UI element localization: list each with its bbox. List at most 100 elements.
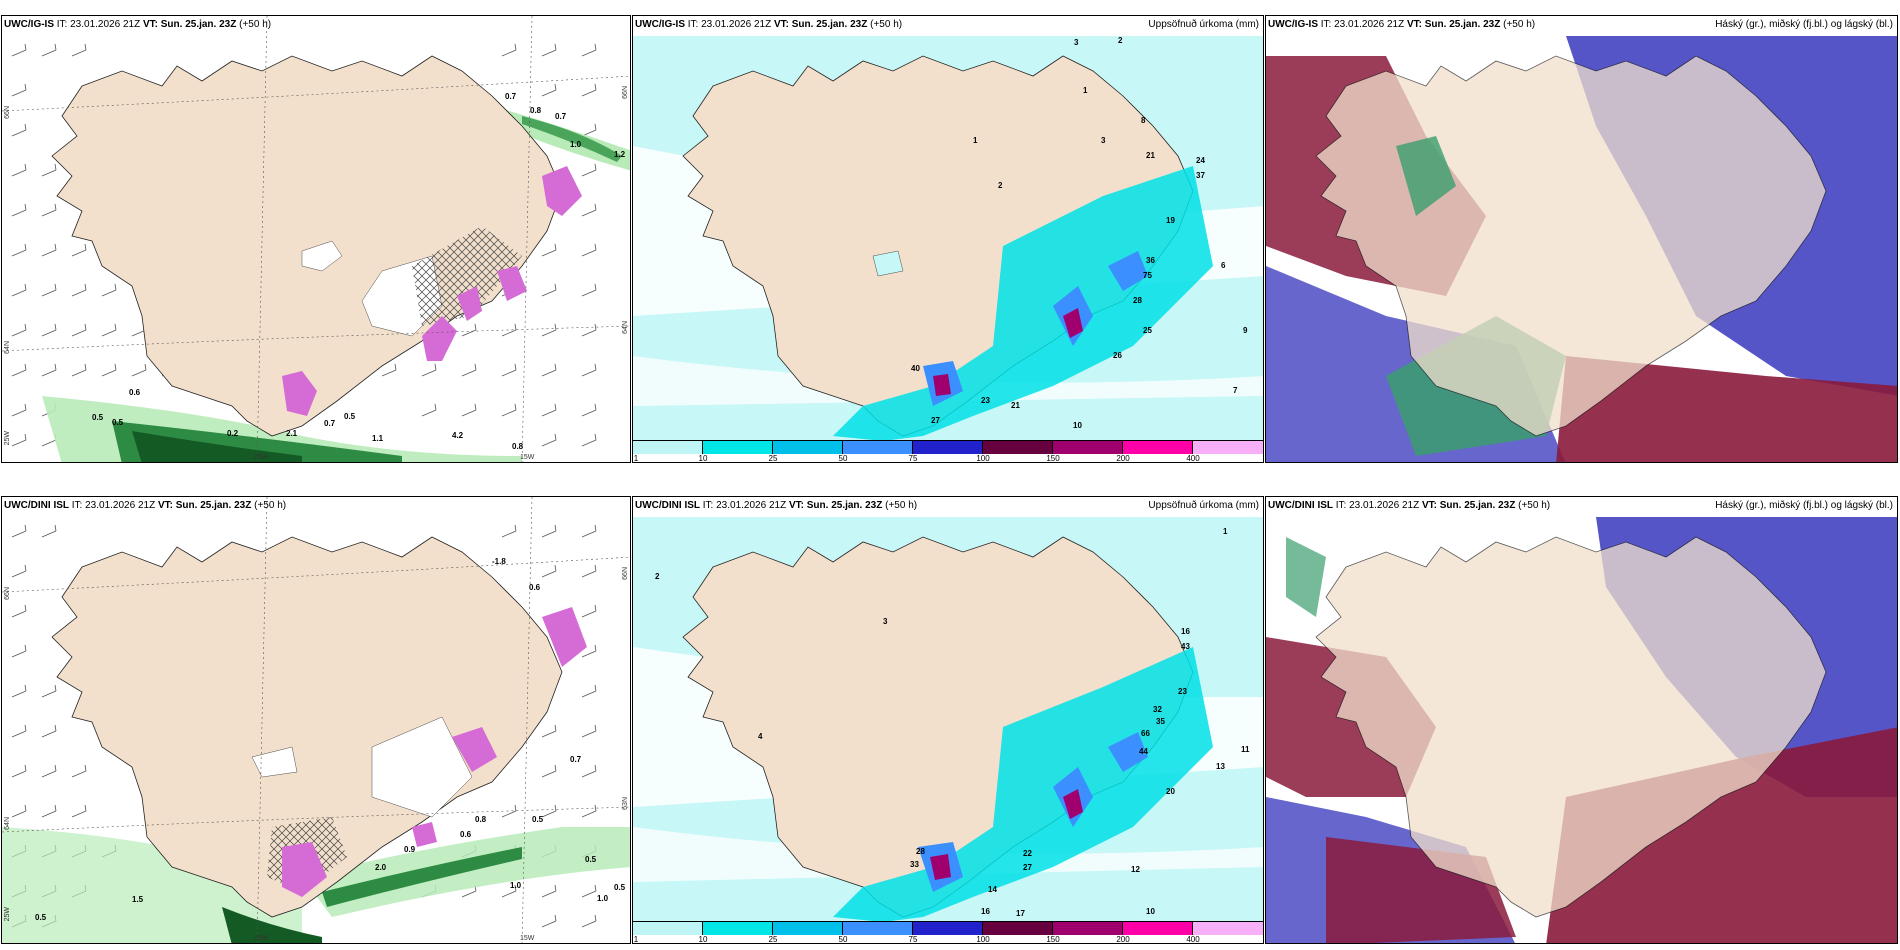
precip-value: 2 [655, 572, 660, 581]
cloud-map-top [1266, 36, 1897, 462]
colorbar-swatch [633, 440, 703, 454]
wind-value: 0.9 [404, 845, 416, 854]
wind-value: -1.8 [492, 557, 506, 566]
precip-map-top [633, 36, 1263, 446]
wind-value: 0.7 [505, 92, 517, 101]
wind-value: 0.6 [460, 830, 472, 839]
wind-value: 1.0 [510, 881, 522, 890]
colorbar-tick: 25 [768, 935, 778, 944]
wind-value: 0.6 [129, 388, 141, 397]
colorbar-swatch [1193, 440, 1263, 454]
cloud-title: Háský (gr.), miðský (fj.bl.) og lágský (… [1715, 500, 1893, 511]
lat-label: 66N [4, 106, 11, 119]
precip-value: 36 [1146, 256, 1155, 265]
colorbar-tick: 25 [768, 454, 778, 463]
wind-value: 0.8 [512, 442, 524, 451]
precip-value: 10 [1146, 907, 1155, 916]
lat-label: 63N [622, 797, 629, 810]
colorbar-tick: 75 [908, 935, 918, 944]
precip-value: 9 [1243, 326, 1248, 335]
precip-value: 3 [883, 617, 888, 626]
wind-panel-bottom: UWC/DINI ISL IT: 23.01.2026 21Z VT: Sun.… [1, 496, 631, 944]
cloud-panel-top: UWC/IG-IS IT: 23.01.2026 21Z VT: Sun. 25… [1265, 15, 1898, 463]
colorbar-swatch [913, 921, 983, 935]
panel-title: UWC/IG-IS IT: 23.01.2026 21Z VT: Sun. 25… [4, 19, 272, 30]
colorbar-tick: 75 [908, 454, 918, 463]
precip-value: 16 [1181, 627, 1190, 636]
wind-value: 0.7 [555, 112, 567, 121]
precip-value: 28 [916, 847, 925, 856]
lat-label: 64N [4, 341, 11, 354]
colorbar-swatch [1053, 440, 1123, 454]
precip-value: 75 [1143, 271, 1152, 280]
precip-value: 3 [1101, 136, 1106, 145]
wind-value: 0.5 [614, 883, 626, 892]
lat-label: 66N [4, 587, 11, 600]
lon-label: 20W [254, 454, 269, 461]
precip-value: 11 [1241, 745, 1250, 754]
colorbar-tick: 400 [1186, 454, 1200, 463]
precip-value: 27 [1023, 863, 1032, 872]
precip-title: Uppsöfnuð úrkoma (mm) [1148, 500, 1259, 511]
colorbar-swatch [633, 921, 703, 935]
wind-value: 0.8 [475, 815, 487, 824]
precip-value: 27 [931, 416, 940, 425]
panel-title: UWC/IG-IS IT: 23.01.2026 21Z VT: Sun. 25… [635, 19, 903, 30]
precip-value: 40 [911, 364, 920, 373]
cloud-title: Háský (gr.), miðský (fj.bl.) og lágský (… [1715, 19, 1893, 30]
wind-value: 4.2 [452, 431, 464, 440]
colorbar-swatch [703, 440, 773, 454]
colorbar-swatch [983, 921, 1053, 935]
colorbar-swatch [843, 440, 913, 454]
precip-value: 1 [1223, 527, 1228, 536]
colorbar-tick: 10 [698, 935, 708, 944]
panel-title: UWC/IG-IS IT: 23.01.2026 21Z VT: Sun. 25… [1268, 19, 1536, 30]
colorbar-swatch [983, 440, 1053, 454]
colorbar-tick: 50 [838, 454, 848, 463]
iceland-landmass [51, 55, 563, 437]
lon-label: 25W [4, 907, 11, 922]
wind-map-bottom [2, 497, 630, 943]
wind-value: 1.1 [372, 434, 384, 443]
colorbar-swatch [1123, 921, 1193, 935]
colorbar-tick: 10 [698, 454, 708, 463]
colorbar-tick: 100 [976, 935, 990, 944]
precip-value: 21 [1146, 151, 1155, 160]
wind-map-top [2, 16, 630, 462]
lat-label: 66N [622, 567, 629, 580]
colorbar-swatch [913, 440, 983, 454]
precip-colorbar: 1 10 25 50 75 100 150 200 400 [633, 921, 1263, 943]
wind-value: 0.8 [530, 106, 542, 115]
wind-value: 1.0 [597, 894, 609, 903]
iceland-landmass [51, 536, 563, 918]
wind-value: 0.7 [570, 755, 582, 764]
wind-value: 0.5 [112, 418, 124, 427]
wind-value: 0.7 [324, 419, 336, 428]
precip-value: 66 [1141, 729, 1150, 738]
precip-value: 20 [1166, 787, 1175, 796]
colorbar-swatch [773, 440, 843, 454]
precip-value: 33 [910, 860, 919, 869]
precip-value: 35 [1156, 717, 1165, 726]
panel-title: UWC/DINI ISL IT: 23.01.2026 21Z VT: Sun.… [635, 500, 918, 511]
lat-label: 66N [622, 86, 629, 99]
colorbar-tick: 50 [838, 935, 848, 944]
precip-value: 26 [1113, 351, 1122, 360]
precip-value: 2 [998, 181, 1003, 190]
panel-title: UWC/DINI ISL IT: 23.01.2026 21Z VT: Sun.… [4, 500, 287, 511]
colorbar-tick: 100 [976, 454, 990, 463]
precip-value: 14 [988, 885, 997, 894]
precip-value: 12 [1131, 865, 1140, 874]
colorbar-tick: 1 [633, 454, 639, 463]
precip-map-bottom [633, 517, 1263, 927]
precip-title: Uppsöfnuð úrkoma (mm) [1148, 19, 1259, 30]
precip-value: 28 [1133, 296, 1142, 305]
precip-value: 8 [1141, 116, 1146, 125]
colorbar-swatch [703, 921, 773, 935]
panel-title: UWC/DINI ISL IT: 23.01.2026 21Z VT: Sun.… [1268, 500, 1551, 511]
wind-value: 1.2 [614, 150, 626, 159]
wind-value: 0.5 [35, 913, 47, 922]
wind-value: 0.5 [532, 815, 544, 824]
wind-panel-top: UWC/IG-IS IT: 23.01.2026 21Z VT: Sun. 25… [1, 15, 631, 463]
precip-value: 21 [1011, 401, 1020, 410]
